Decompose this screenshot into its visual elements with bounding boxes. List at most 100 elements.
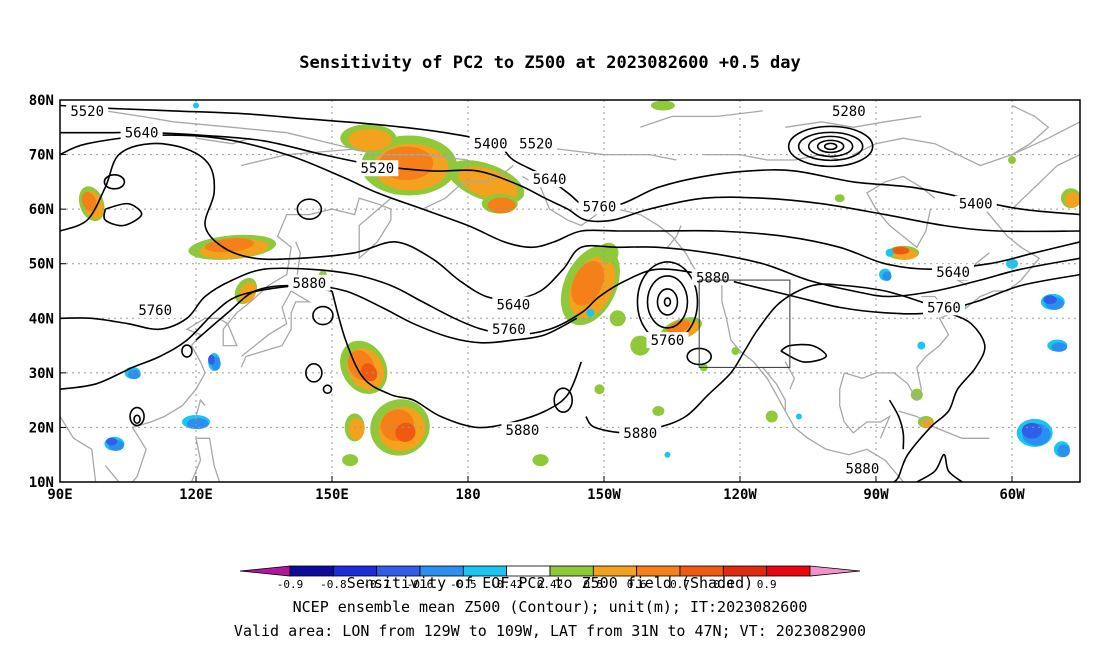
contour-label-bg xyxy=(120,124,163,141)
sensitivity-patch xyxy=(891,246,910,255)
lat-tick-label: 60N xyxy=(29,202,54,218)
lat-tick-label: 80N xyxy=(29,93,54,109)
contour-label: 5400 xyxy=(959,197,993,213)
coastline-segment xyxy=(898,410,990,439)
coastline-segment xyxy=(666,225,682,248)
z500-contour-ring xyxy=(646,275,689,329)
contour-label-bg xyxy=(827,102,870,119)
gridlines xyxy=(60,100,1080,482)
sensitivity-patch xyxy=(885,248,894,257)
coastline-segment xyxy=(182,504,187,515)
z500-contour-line xyxy=(585,283,986,482)
colorbar-segment xyxy=(289,565,334,577)
z500-contour-line xyxy=(60,142,1080,301)
contour-label: 5880 xyxy=(696,270,730,286)
contour-label: 5280 xyxy=(832,104,866,120)
sensitivity-patch xyxy=(731,347,740,356)
coastline-segment xyxy=(240,290,312,368)
colorbar-high-triangle xyxy=(809,565,861,577)
sensitivity-patch xyxy=(765,410,778,423)
contour-label-bg xyxy=(501,422,544,439)
sensitivity-patch xyxy=(81,191,97,212)
sensitivity-patch xyxy=(664,451,671,458)
z500-contour-ring xyxy=(823,142,838,151)
sensitivity-patch xyxy=(487,197,516,214)
contour-label: 5400 xyxy=(474,137,508,153)
sensitivity-patch xyxy=(361,363,378,382)
sensitivity-patch xyxy=(342,454,359,467)
sensitivity-patch xyxy=(395,422,416,442)
z500-contour-line xyxy=(60,131,1080,233)
sensitivity-patch xyxy=(571,261,605,306)
contour-label-bg xyxy=(923,299,965,316)
sensitivity-patch xyxy=(795,413,802,420)
z500-contour-ring xyxy=(663,297,672,307)
sensitivity-patch xyxy=(882,271,892,281)
colorbar: -0.9 -0.8 -0.7 -0.6 -0.5 -0.42 0.42 0.5 0.6 0.7 0.… xyxy=(239,565,861,591)
colorbar-tick-label: 0.9 xyxy=(757,578,777,591)
contour-label: 5640 xyxy=(496,298,530,314)
z500-contour-line xyxy=(780,343,827,363)
lon-tick-label: 120W xyxy=(723,487,757,503)
colorbar-tick-label: -0.42 xyxy=(490,578,523,591)
z500-contour-line xyxy=(103,202,143,227)
contour-label: 5520 xyxy=(70,104,104,120)
contour-label-bg xyxy=(469,135,512,152)
contour-label: 5760 xyxy=(651,333,685,349)
colorbar-tick-label: 0.6 xyxy=(627,578,647,591)
lon-tick-label: 180 xyxy=(455,487,480,503)
lat-tick-label: 40N xyxy=(29,311,54,327)
contour-label-bg xyxy=(619,424,662,441)
z500-contour-ring xyxy=(103,174,126,190)
z500-contour-line xyxy=(60,134,1080,271)
lat-tick-label: 20N xyxy=(29,420,54,436)
sensitivity-patch xyxy=(348,418,365,440)
z500-contour-ring xyxy=(133,414,141,425)
caption-valid-area: Valid area: LON from 129W to 109W, LAT f… xyxy=(234,622,866,640)
coastline-segment xyxy=(190,437,221,482)
contour-label-bg xyxy=(841,460,884,477)
z500-contour-ring xyxy=(305,363,323,383)
z500-contour-line xyxy=(888,399,905,450)
sensitivity-patch xyxy=(1043,295,1057,305)
contour-label: 5760 xyxy=(492,322,526,338)
colorbar-tick-label: 0.7 xyxy=(670,578,690,591)
contour-labels: 5520 5640 5400 5520 5520 5640 5760 5280 5400 5640… xyxy=(66,102,997,477)
sensitivity-patch xyxy=(609,310,626,327)
coastline-segment xyxy=(332,542,346,564)
sensitivity-patch xyxy=(208,354,215,365)
sensitivity-patch xyxy=(630,335,651,356)
contour-label-bg xyxy=(515,135,557,152)
sensitivity-patch xyxy=(128,369,141,380)
contour-label: 5880 xyxy=(623,426,657,442)
sensitivity-patch xyxy=(186,418,209,430)
coastline-segment xyxy=(866,175,936,249)
colorbar-tick-label: -0.5 xyxy=(450,578,477,591)
contour-label-bg xyxy=(932,263,975,280)
valid-area-box xyxy=(698,279,791,368)
z500-contour-line xyxy=(195,284,333,341)
z500-contour-ring xyxy=(296,198,323,220)
contour-label-bg xyxy=(492,296,535,313)
lat-tick-label: 30N xyxy=(29,366,54,382)
sensitivity-patch xyxy=(458,166,518,201)
sensitivity-patch xyxy=(348,128,392,151)
contour-label-bg xyxy=(578,198,621,215)
contour-label-bg xyxy=(954,195,997,212)
contour-label: 5640 xyxy=(936,265,970,281)
contour-label-bg xyxy=(691,269,734,286)
coastline-segment xyxy=(295,241,301,286)
coastline-segment xyxy=(640,110,763,128)
contour-label: 5760 xyxy=(138,303,172,319)
contour-label: 5640 xyxy=(125,126,159,142)
z500-contour-line xyxy=(60,104,1080,216)
sensitivity-patch xyxy=(1021,422,1043,439)
contour-label-bg xyxy=(288,274,331,291)
z500-contour-ring xyxy=(553,387,574,413)
z500-contour-ring xyxy=(807,135,854,158)
caption-shaded: Sensitivity of EOF PC2 to Z500 field (Sh… xyxy=(347,574,753,592)
z500-contour-ring xyxy=(129,406,145,427)
colorbar-tick-label: -0.6 xyxy=(407,578,434,591)
contour-label: 5760 xyxy=(927,300,961,316)
sensitivity-patch xyxy=(1064,192,1080,208)
